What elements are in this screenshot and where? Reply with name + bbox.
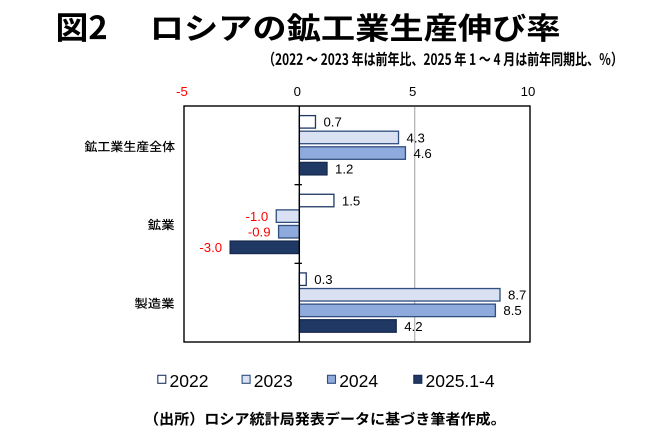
svg-text:2024: 2024 — [339, 371, 378, 391]
svg-text:0.7: 0.7 — [323, 115, 341, 130]
svg-text:8.7: 8.7 — [508, 288, 526, 303]
svg-text:-1.0: -1.0 — [246, 209, 269, 224]
svg-text:2022: 2022 — [170, 371, 209, 391]
svg-text:-5: -5 — [176, 84, 188, 99]
svg-text:0.3: 0.3 — [314, 272, 332, 287]
svg-text:0: 0 — [294, 84, 301, 99]
svg-text:5: 5 — [409, 84, 416, 99]
svg-text:4.6: 4.6 — [413, 146, 431, 161]
svg-text:4.3: 4.3 — [407, 130, 425, 145]
svg-text:-3.0: -3.0 — [199, 240, 222, 255]
svg-text:2025.1-4: 2025.1-4 — [426, 371, 495, 391]
svg-text:10: 10 — [521, 84, 536, 99]
svg-text:1.5: 1.5 — [342, 193, 360, 208]
svg-text:1.2: 1.2 — [335, 161, 353, 176]
svg-text:-0.9: -0.9 — [248, 225, 271, 240]
svg-text:2023: 2023 — [254, 371, 293, 391]
svg-text:8.5: 8.5 — [503, 303, 521, 318]
svg-text:4.2: 4.2 — [404, 319, 422, 334]
